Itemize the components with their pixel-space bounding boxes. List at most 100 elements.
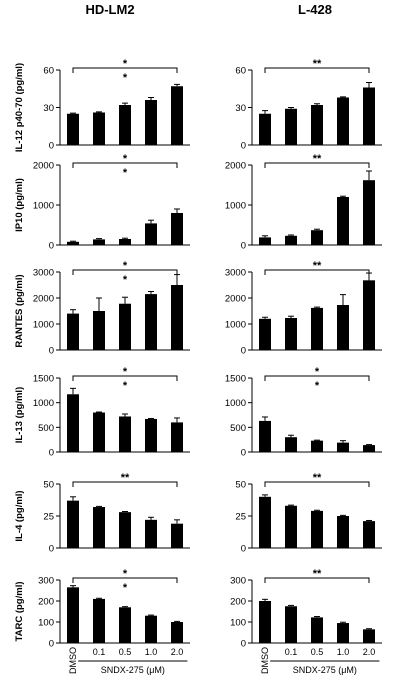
y-tick-label: 60 [43,66,54,77]
bar [337,97,349,145]
y-tick-label: 50 [43,480,54,491]
significance-marker: * [123,366,128,378]
significance-bracket [72,577,178,583]
bar [67,500,79,548]
y-tick-label: 200 [38,597,54,608]
bar [337,623,349,643]
bar [285,437,297,452]
y-tick-label: 0 [49,241,54,252]
bar [285,318,297,350]
significance-bracket [264,269,370,275]
bar [93,412,105,452]
bar [259,113,271,145]
y-tick-label: 3000 [225,268,246,279]
y-tick-label: 25 [43,512,54,523]
y-tick-label: 0 [241,241,246,252]
bar [363,180,375,245]
y-tick-label: 1000 [225,398,246,409]
bar [67,241,79,245]
significance-marker: * [315,366,320,378]
x-tick-label: 0.5 [119,647,132,657]
bar [171,285,183,350]
x-tick-label: DMSO [68,647,78,674]
significance-marker: ** [121,472,130,484]
bar [311,307,323,350]
panel-r5-c0: 0 100 200 300 TARC (pg/ml) * * [14,568,190,650]
y-tick-label: 500 [38,423,54,434]
y-tick-label: 2000 [225,294,246,305]
significance-bracket [264,577,370,583]
bar [119,105,131,145]
bar [67,113,79,145]
bar [311,440,323,452]
bar [93,507,105,548]
significance-marker: ** [313,153,322,165]
bar [93,598,105,643]
y-tick-label: 25 [235,512,246,523]
significance-marker: * [123,153,128,165]
significance-marker: * [123,72,128,84]
y-tick-label: 300 [38,576,54,587]
bar [93,112,105,145]
y-tick-label: 1000 [33,320,54,331]
x-tick-label: 2.0 [171,647,184,657]
bar [311,617,323,643]
panel-r2-c0: 0 1000 2000 3000 RANTES (pg/ml) * * [14,260,190,357]
y-tick-label: 0 [49,346,54,357]
panel-r4-c0: 0 25 50 IL-4 (pg/ml) ** [14,472,190,555]
bar [171,422,183,452]
bar [363,87,375,145]
y-tick-label: 2000 [33,161,54,172]
significance-marker: ** [313,260,322,272]
significance-marker: * [315,380,320,392]
y-tick-label: 1000 [33,201,54,212]
significance-bracket [72,269,178,275]
bar [337,442,349,452]
significance-marker: ** [313,568,322,580]
x-tick-label: 2.0 [363,647,376,657]
significance-marker: * [123,260,128,272]
significance-bracket [264,375,370,381]
bar [259,237,271,245]
y-tick-label: 3000 [33,268,54,279]
bar [93,311,105,350]
y-tick-label: 0 [241,141,246,152]
significance-marker: * [123,582,128,594]
bar [119,416,131,452]
y-tick-label: 0 [49,448,54,459]
y-tick-label: 100 [230,618,246,629]
bar [285,235,297,245]
y-axis-label: RANTES (pg/ml) [14,274,25,347]
bar [311,230,323,245]
significance-marker: * [123,58,128,70]
y-tick-label: 0 [241,448,246,459]
bar [363,629,375,643]
bar [311,510,323,548]
y-tick-label: 0 [241,639,246,650]
bar [337,516,349,548]
x-tick-label: 1.0 [337,647,350,657]
panel-r0-c0: 0 30 60 IL-12 p40-70 (pg/ml) * * [14,58,190,152]
x-axis-labels: DMSO 0.1 0.5 1.0 2.0 SNDX-275 (μM) DMSO 0.1 0.5 1… [68,647,380,675]
y-tick-label: 1000 [225,201,246,212]
x-tick-label: 0.5 [311,647,324,657]
bar [145,615,157,643]
x-axis-label: SNDX-275 (μM) [293,665,357,675]
significance-bracket [264,481,370,487]
y-axis-label: IL-4 (pg/ml) [14,490,25,541]
x-axis-label: SNDX-275 (μM) [101,665,165,675]
significance-marker: * [123,167,128,179]
bar [285,108,297,145]
y-tick-label: 2000 [225,161,246,172]
significance-marker: * [123,568,128,580]
y-tick-label: 0 [49,639,54,650]
y-tick-label: 0 [49,141,54,152]
y-tick-label: 30 [43,103,54,114]
bar [311,105,323,145]
column-title-hd-lm2: HD-LM2 [85,2,134,17]
significance-marker: ** [313,472,322,484]
y-tick-label: 200 [230,597,246,608]
bar [259,496,271,548]
x-tick-label: 0.1 [285,647,298,657]
y-tick-label: 1000 [225,320,246,331]
